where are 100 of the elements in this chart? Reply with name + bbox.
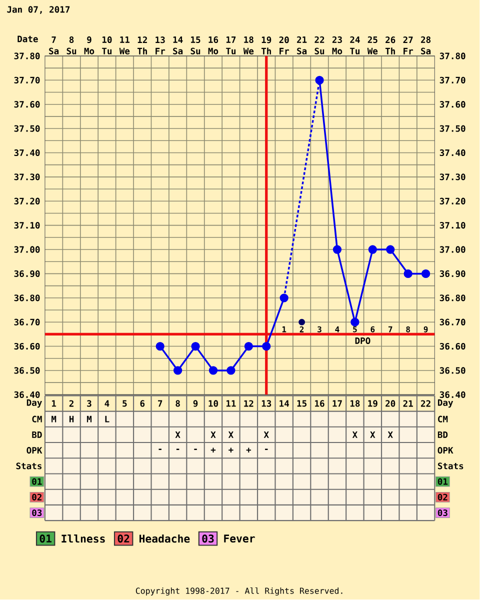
x-axis-title: Date bbox=[18, 36, 38, 42]
y2-tick-label: 36.80 bbox=[440, 294, 466, 302]
text: + bbox=[211, 448, 216, 452]
x-tick-label: 18 We bbox=[244, 36, 254, 54]
text: - bbox=[176, 448, 180, 450]
y-tick-label: 37.80 bbox=[14, 52, 40, 60]
y-tick-label: 37.00 bbox=[14, 246, 40, 253]
text: Fever bbox=[224, 534, 256, 543]
text: + bbox=[228, 448, 234, 452]
y-tick-label: Stats bbox=[16, 462, 42, 470]
x-tick-label: 13 Fr bbox=[156, 36, 166, 54]
y-tick-label: 03 bbox=[32, 509, 42, 516]
y-tick-label: 36.60 bbox=[14, 342, 40, 350]
x-tick-label: 23 Mo bbox=[332, 36, 342, 54]
text: Headache bbox=[140, 534, 190, 543]
x-tick-label: 9 Mo bbox=[84, 36, 94, 54]
y-tick-label: 37.20 bbox=[14, 198, 40, 204]
y2-tick-label: 37.70 bbox=[440, 76, 466, 84]
x-tick-label: 17 Tu bbox=[226, 36, 236, 54]
y2-tick-label: CM bbox=[438, 416, 448, 422]
y-tick-label: 02 bbox=[32, 494, 42, 500]
y2-tick-label: Day bbox=[438, 399, 454, 408]
text: 13 bbox=[262, 400, 272, 407]
category-label: 03 bbox=[202, 534, 214, 543]
y-tick-label: 37.50 bbox=[14, 125, 40, 132]
text: 21 bbox=[403, 400, 414, 407]
x-tick-label: 21 Sa bbox=[297, 36, 307, 54]
y-tick-label: 01 bbox=[32, 478, 42, 485]
text: - bbox=[194, 448, 198, 450]
y2-tick-label: 36.90 bbox=[440, 270, 466, 278]
text: + bbox=[246, 448, 252, 452]
y2-tick-label: 36.60 bbox=[440, 342, 466, 350]
y2-tick-label: OPK bbox=[438, 447, 454, 454]
text: 18 bbox=[350, 400, 360, 407]
text: M bbox=[52, 416, 56, 422]
text: X bbox=[352, 431, 358, 438]
y2-tick-label: 36.70 bbox=[440, 318, 466, 326]
y-tick-label: 36.80 bbox=[14, 294, 40, 302]
text: X bbox=[175, 431, 181, 438]
x-tick-label: 10 Tu bbox=[102, 36, 112, 54]
x-tick-label: 12 Th bbox=[138, 36, 148, 54]
text: Copyright 1998-2017 - All Rights Reserved. bbox=[136, 587, 342, 596]
y2-tick-label: 37.00 bbox=[440, 246, 466, 253]
text: 15 bbox=[298, 400, 307, 407]
text: X bbox=[264, 431, 270, 438]
text: 5 bbox=[122, 400, 127, 407]
y2-tick-label: 37.10 bbox=[440, 222, 466, 229]
x-tick-label: 14 Sa bbox=[173, 36, 183, 54]
y2-tick-label: 02 bbox=[438, 494, 448, 500]
y2-tick-label: Stats bbox=[438, 462, 464, 470]
y2-tick-label: 03 bbox=[438, 509, 448, 516]
y-tick-label: 37.40 bbox=[14, 149, 40, 156]
text: H bbox=[70, 416, 74, 422]
x-tick-label: 25 We bbox=[368, 36, 378, 54]
text: 17 bbox=[332, 400, 342, 407]
y-tick-label: 37.10 bbox=[14, 222, 40, 229]
text: X bbox=[228, 431, 234, 438]
y-tick-label: 36.40 bbox=[14, 391, 40, 398]
y2-tick-label: 36.40 bbox=[440, 391, 466, 398]
text: X bbox=[388, 431, 394, 438]
y-tick-label: Day bbox=[27, 399, 42, 408]
text: 6 bbox=[140, 400, 145, 407]
y-tick-label: CM bbox=[32, 416, 42, 422]
x-tick-label: 20 Fr bbox=[279, 36, 290, 54]
x-tick-label: 24 Tu bbox=[350, 36, 360, 54]
text: - bbox=[265, 448, 268, 450]
y-tick-label: 36.70 bbox=[14, 318, 40, 326]
text: 7 bbox=[158, 400, 162, 407]
category-label: 01 bbox=[40, 534, 52, 543]
text: 20 bbox=[386, 400, 396, 407]
category-label: 02 bbox=[118, 534, 130, 543]
text: 2 bbox=[70, 400, 74, 407]
text: X bbox=[370, 431, 376, 438]
x-tick-label: 22 Su bbox=[314, 36, 324, 54]
x-tick-label: 8 Su bbox=[66, 36, 76, 54]
x-tick-label: 16 Mo bbox=[208, 36, 218, 54]
y2-tick-label: BD bbox=[438, 432, 448, 438]
y-tick-label: 36.50 bbox=[14, 367, 40, 374]
y2-tick-label: 37.30 bbox=[440, 174, 466, 180]
annotation: DPO bbox=[356, 337, 370, 344]
text: 9 bbox=[194, 400, 198, 407]
text: X bbox=[210, 431, 216, 438]
text: Illness bbox=[62, 534, 106, 543]
x-tick-label: 7 Sa bbox=[49, 36, 59, 54]
y-tick-label: 37.70 bbox=[14, 76, 40, 84]
y2-tick-label: 37.20 bbox=[440, 198, 466, 204]
text: 4 bbox=[104, 400, 110, 407]
text: M bbox=[87, 416, 92, 422]
x-tick-label: 15 Su bbox=[190, 36, 200, 54]
y-tick-label: 37.30 bbox=[14, 174, 40, 180]
x-tick-label: 26 Th bbox=[386, 36, 396, 54]
x-tick-label: 27 Fr bbox=[403, 36, 414, 54]
y2-tick-label: 36.50 bbox=[440, 367, 466, 374]
text: 11 bbox=[226, 400, 236, 407]
x-tick-label: 19 Th bbox=[262, 36, 272, 54]
y-tick-label: BD bbox=[32, 432, 42, 438]
y2-tick-label: 37.60 bbox=[440, 101, 466, 108]
y-tick-label: OPK bbox=[26, 447, 42, 454]
text: 3 bbox=[87, 400, 92, 407]
y2-tick-label: 37.50 bbox=[440, 125, 466, 132]
